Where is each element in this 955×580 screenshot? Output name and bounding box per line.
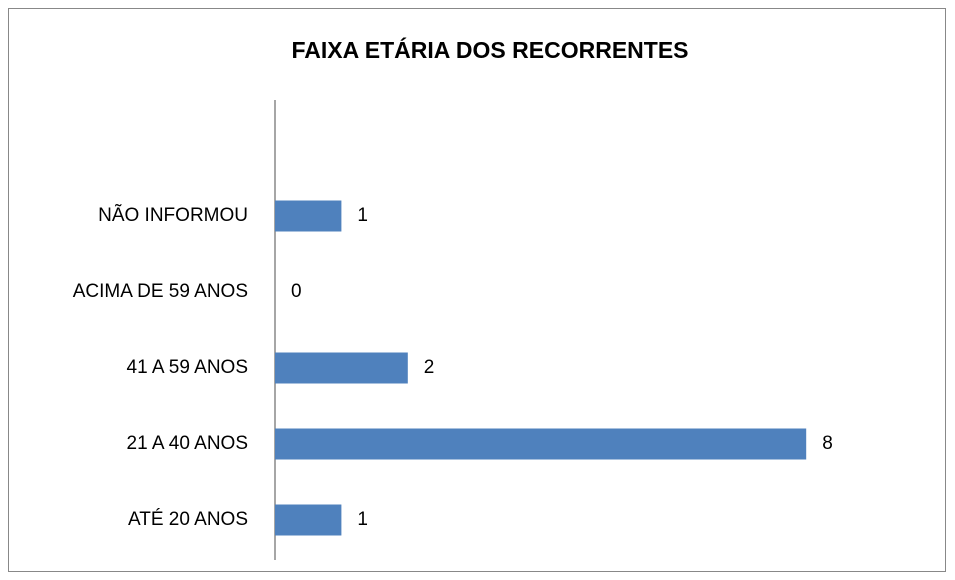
value-label: 8 [822, 433, 833, 454]
value-label: 1 [357, 205, 368, 226]
bar [275, 504, 342, 536]
bar [275, 428, 807, 460]
category-label: 21 A 40 ANOS [127, 433, 248, 454]
category-label: ACIMA DE 59 ANOS [73, 281, 248, 302]
bar [275, 352, 408, 384]
value-label: 2 [424, 357, 435, 378]
chart-frame [8, 8, 946, 572]
category-label: 41 A 59 ANOS [127, 357, 248, 378]
value-label: 0 [291, 281, 302, 302]
chart-title: FAIXA ETÁRIA DOS RECORRENTES [292, 36, 689, 63]
category-label: ATÉ 20 ANOS [128, 509, 248, 530]
bar [275, 200, 342, 232]
category-label: NÃO INFORMOU [98, 204, 248, 226]
value-label: 1 [357, 509, 368, 530]
